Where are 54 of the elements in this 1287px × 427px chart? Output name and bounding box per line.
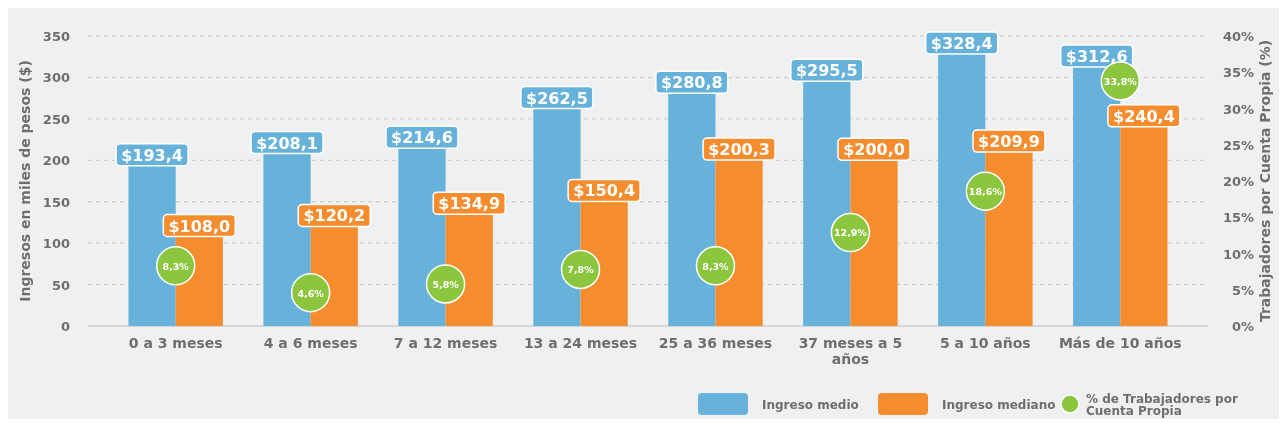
data-label: $295,5 [795, 61, 858, 81]
y2-tick-label: 25% [1222, 137, 1254, 153]
data-label: $120,2 [303, 206, 366, 226]
data-label: 5,8% [432, 278, 460, 290]
data-label: 8,3% [702, 260, 730, 272]
data-label: $200,3 [708, 140, 770, 160]
data-label: $262,5 [526, 88, 588, 108]
y-tick-label: 200 [42, 153, 70, 169]
y-tick-label: 300 [42, 70, 70, 86]
data-label: $280,8 [660, 73, 723, 93]
data-label: $208,1 [256, 133, 318, 153]
data-label: $150,4 [573, 181, 636, 201]
data-label: $108,0 [168, 216, 231, 236]
data-label: $328,4 [930, 33, 993, 53]
y-tick-label: 150 [42, 194, 70, 210]
data-label: $214,6 [391, 128, 453, 148]
data-label: 4,6% [297, 287, 325, 299]
x-tick-label: 4 a 6 meses [263, 335, 358, 351]
legend-label: % de Trabajadores por Cuenta Propia [1086, 392, 1238, 418]
y-tick-label: 50 [51, 277, 70, 293]
data-label: $134,9 [438, 194, 501, 214]
legend-label: Ingreso mediano [942, 398, 1056, 412]
x-tick-label: 37 meses a 5 años [798, 335, 903, 367]
y2-tick-label: 35% [1222, 65, 1254, 81]
y2-tick-label: 15% [1222, 210, 1254, 226]
y2-tick-label: 5% [1231, 282, 1254, 298]
data-label: $200,0 [843, 140, 905, 160]
legend-label: Ingreso medio [762, 398, 859, 412]
data-label: $312,6 [1065, 46, 1128, 66]
data-label: 18,6% [968, 186, 1003, 198]
y-tick-label: 0 [60, 319, 70, 334]
y2-tick-label: 0% [1231, 319, 1254, 334]
x-tick-label: 0 a 3 meses [128, 335, 223, 351]
x-tick-label: 13 a 24 meses [523, 335, 638, 351]
data-label: 12,9% [833, 227, 868, 239]
y2-tick-label: 20% [1222, 174, 1254, 189]
data-label: $240,4 [1113, 106, 1175, 126]
y-tick-label: 100 [42, 236, 70, 252]
y-axis-title: Ingresos en miles de pesos ($) [17, 60, 33, 302]
y-tick-label: 250 [42, 111, 70, 127]
x-tick-label: Más de 10 años [1058, 335, 1182, 351]
data-label: $193,4 [121, 145, 183, 165]
y2-axis-title: Trabajadores por Cuenta Propia (%) [1257, 39, 1273, 323]
x-tick-label: 7 a 12 meses [393, 335, 498, 351]
x-tick-label: 5 a 10 años [940, 335, 1031, 351]
y2-tick-label: 30% [1222, 101, 1254, 117]
y2-tick-label: 10% [1222, 246, 1254, 262]
y-tick-label: 350 [42, 29, 70, 44]
data-label: 33,8% [1103, 75, 1138, 87]
x-tick-label: 25 a 36 meses [658, 335, 773, 351]
data-label: $209,9 [978, 132, 1040, 152]
y2-tick-label: 40% [1222, 29, 1254, 44]
data-label: 8,3% [162, 260, 190, 272]
data-label: 7,8% [567, 264, 595, 276]
